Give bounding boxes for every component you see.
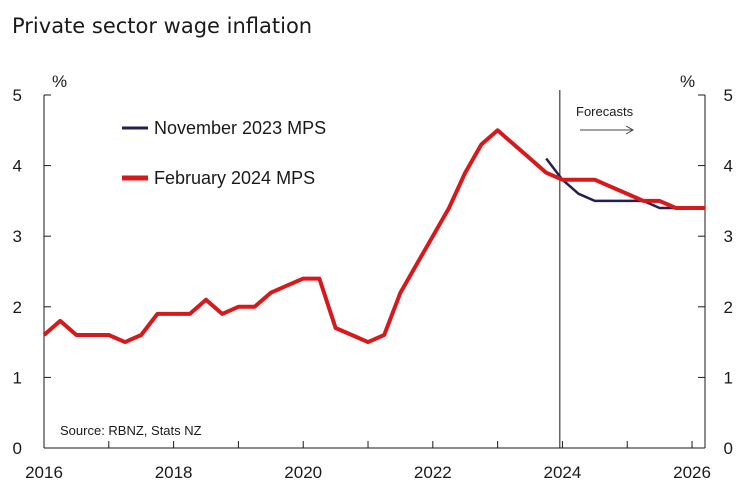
y-tick-label-left: 1 — [13, 368, 22, 387]
y-tick-label-right: 4 — [724, 157, 733, 176]
forecast-label: Forecasts — [576, 104, 634, 119]
chart-title: Private sector wage inflation — [12, 14, 313, 38]
series-group — [42, 128, 705, 345]
x-tick-label: 2020 — [284, 463, 322, 482]
y-tick-label-left: 0 — [13, 439, 22, 458]
source-note: Source: RBNZ, Stats NZ — [60, 423, 202, 438]
y-tick-label-right: 5 — [724, 86, 733, 105]
y-unit-left: % — [52, 72, 67, 91]
y-tick-label-right: 1 — [724, 368, 733, 387]
series-line-november-2023 — [545, 157, 705, 210]
x-tick-label: 2022 — [414, 463, 452, 482]
axes: 0 0 1 1 2 2 3 3 4 4 5 5% % 2016 2018 2020 2022 2024 2026 — [13, 72, 733, 482]
x-tick-label: 2018 — [155, 463, 193, 482]
x-tick-label: 2016 — [25, 463, 63, 482]
forecast-annotation: Forecasts — [576, 104, 635, 135]
y-tick-label-left: 2 — [13, 298, 22, 317]
y-tick-label-right: 0 — [724, 439, 733, 458]
y-unit-right: % — [680, 72, 695, 91]
y-tick-label-left: 4 — [13, 157, 22, 176]
y-tick-label-left: 5 — [13, 86, 22, 105]
legend-label-november-2023: November 2023 MPS — [154, 118, 326, 138]
y-tick-label-right: 3 — [724, 227, 733, 246]
legend-label-february-2024: February 2024 MPS — [154, 168, 315, 188]
forecast-arrow-head — [625, 125, 635, 135]
legend: November 2023 MPS February 2024 MPS — [122, 118, 326, 188]
y-tick-label-left: 3 — [13, 227, 22, 246]
x-tick-label: 2026 — [673, 463, 711, 482]
x-tick-label: 2024 — [544, 463, 582, 482]
series-line-february-2024 — [42, 128, 705, 345]
y-tick-label-right: 2 — [724, 298, 733, 317]
